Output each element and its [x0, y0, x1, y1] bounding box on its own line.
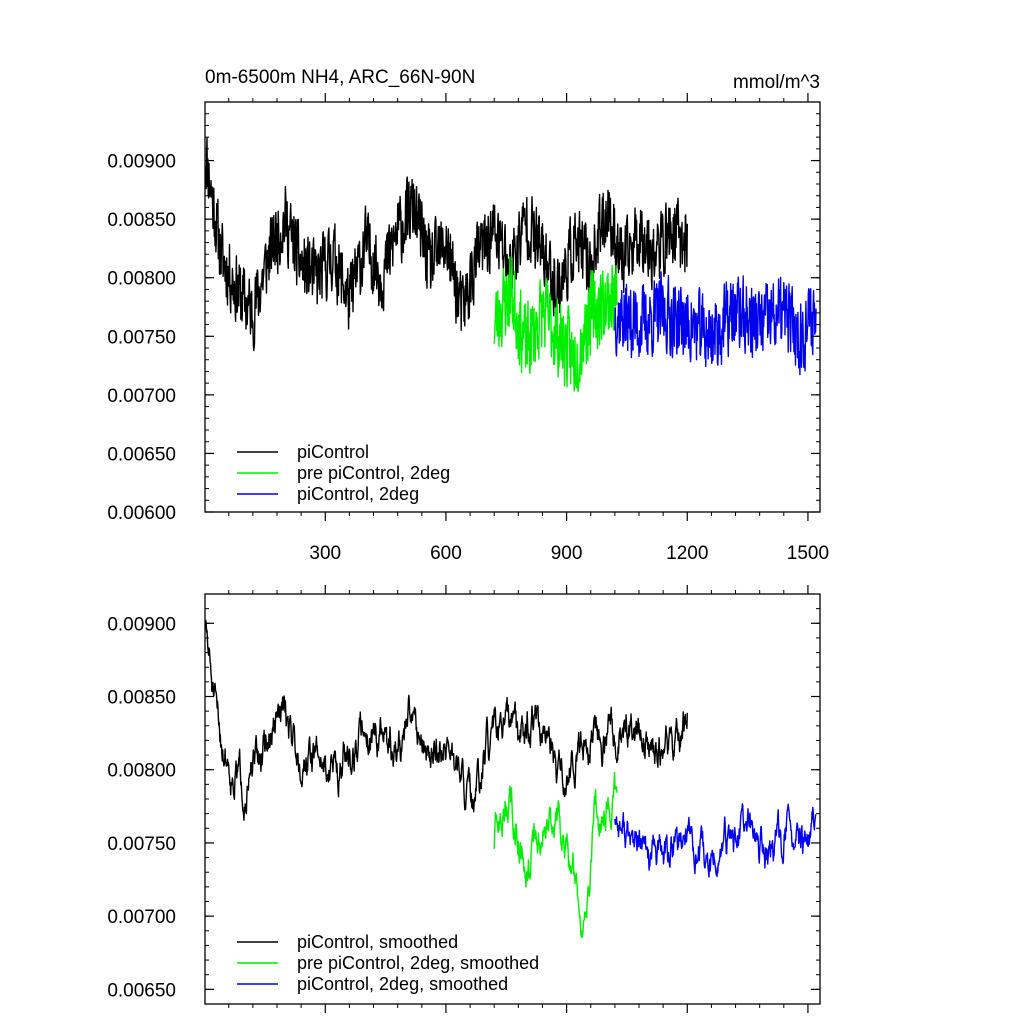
top-axes: 0.00600 0.00650 0.00700 0.00750 0.00800 0.008… [107, 93, 829, 564]
y-tick-label: 0.00700 [107, 386, 176, 407]
y-tick-label: 0.00900 [107, 614, 176, 635]
legend-label: pre piControl, 2deg, smoothed [297, 953, 539, 973]
top-series-group [205, 137, 817, 392]
x-tick-label: 1200 [666, 543, 708, 564]
bottom-series-group [205, 619, 817, 939]
y-tick-label: 0.00850 [107, 688, 176, 709]
series-line-2 [493, 771, 618, 939]
legend-label: pre piControl, 2deg [297, 463, 450, 483]
x-tick-label: 900 [551, 543, 583, 564]
top-chart-title: 0m-6500m NH4, ARC_66N-90N [205, 67, 475, 88]
bottom-panel: 0.00650 0.00700 0.00750 0.00800 0.00850 0.009… [107, 585, 821, 1013]
y-tick-label: 0.00750 [107, 834, 176, 855]
y-tick-label: 0.00900 [107, 152, 176, 173]
x-tick-label: 300 [309, 543, 341, 564]
x-tick-label: 1500 [787, 543, 829, 564]
bottom-axes: 0.00650 0.00700 0.00750 0.00800 0.00850 0.009… [107, 585, 820, 1013]
legend-label: piControl, smoothed [297, 932, 458, 952]
series-line-1 [205, 137, 688, 352]
y-tick-label: 0.00700 [107, 907, 176, 928]
y-tick-label: 0.00600 [107, 503, 176, 524]
y-tick-label: 0.00800 [107, 761, 176, 782]
series-line-2 [493, 256, 618, 392]
series-line-3 [614, 803, 817, 878]
x-tick-label: 600 [430, 543, 462, 564]
y-tick-label: 0.00750 [107, 327, 176, 348]
top-plot-frame [204, 101, 821, 513]
top-chart-units: mmol/m^3 [733, 72, 820, 93]
legend-label: piControl [297, 442, 369, 462]
legend-label: piControl, 2deg, smoothed [297, 974, 508, 994]
series-line-3 [614, 271, 817, 376]
y-tick-label: 0.00850 [107, 210, 176, 231]
legend-label: piControl, 2deg [297, 484, 419, 504]
top-panel: 0m-6500m NH4, ARC_66N-90N mmol/m^3 0.006… [107, 67, 829, 564]
series-line-1 [205, 619, 688, 821]
y-tick-label: 0.00800 [107, 269, 176, 290]
y-tick-label: 0.00650 [107, 444, 176, 465]
y-tick-label: 0.00650 [107, 980, 176, 1001]
